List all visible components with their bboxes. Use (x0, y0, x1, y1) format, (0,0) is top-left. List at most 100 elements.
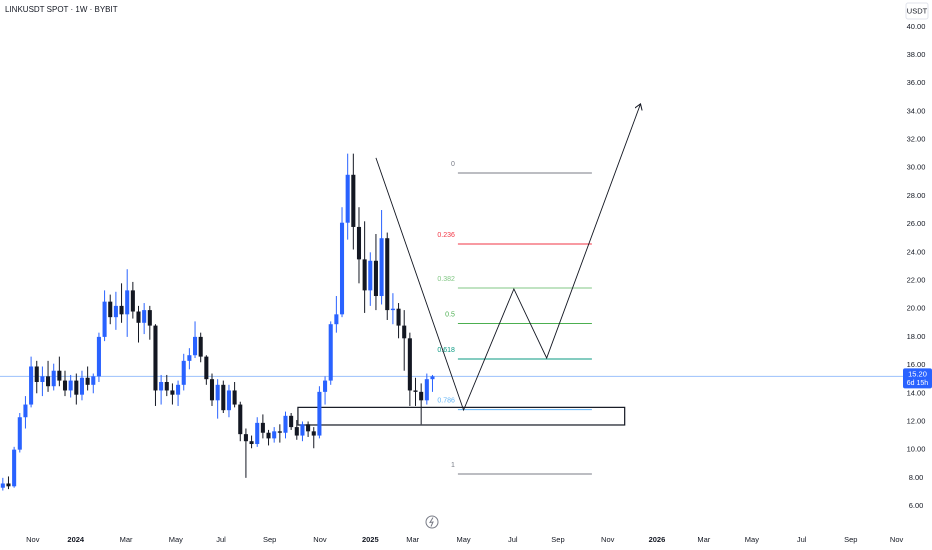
candle (6, 476, 11, 490)
x-tick-label: Jul (508, 535, 518, 544)
candle (402, 310, 407, 371)
candle-body (419, 391, 424, 401)
x-tick-label: Jul (797, 535, 807, 544)
candle-body (260, 422, 265, 433)
countdown-label: 6d 15h (907, 380, 929, 387)
candle-body (306, 424, 311, 432)
x-tick-label: May (169, 535, 183, 544)
candle-body (17, 417, 22, 450)
candle (277, 424, 282, 443)
fib-level-label: 0.382 (437, 276, 455, 283)
candle (294, 420, 299, 440)
candle-body (102, 301, 107, 337)
candle-body (368, 260, 373, 291)
candle (164, 374, 169, 397)
candle (300, 421, 305, 442)
candle (379, 210, 384, 305)
candle (40, 366, 45, 397)
candle (136, 305, 141, 343)
fib-level-label: 0.618 (437, 347, 455, 354)
candle (226, 384, 231, 418)
fib-level-label: 0.236 (437, 232, 455, 239)
candle (181, 353, 186, 391)
fib-level-label: 0.5 (445, 311, 455, 318)
candle-body (130, 290, 135, 312)
candle (368, 252, 373, 306)
candle-body (12, 449, 17, 487)
candle (147, 305, 152, 340)
candle-body (136, 311, 141, 323)
candle-body (0, 483, 5, 488)
candle-body (266, 432, 271, 439)
candle-body (79, 377, 85, 395)
x-tick-label: Mar (697, 535, 710, 544)
candle-body (51, 370, 56, 387)
candle (79, 370, 85, 401)
candle (51, 363, 56, 391)
replay-icon[interactable] (425, 515, 439, 529)
x-tick-label: May (745, 535, 759, 544)
candle-body (379, 238, 384, 297)
candle (74, 373, 79, 405)
candle-body (373, 260, 378, 297)
currency-box[interactable] (905, 2, 929, 20)
candle-body (255, 422, 260, 445)
candle (68, 374, 73, 398)
last-price-box (903, 368, 932, 389)
y-tick-label: 28.00 (907, 191, 926, 200)
y-tick-label: 32.00 (907, 135, 926, 144)
candle-body (119, 305, 124, 315)
candle-body (402, 325, 407, 339)
candle (102, 290, 107, 342)
candle-body (243, 434, 248, 442)
chart-title: LINKUSDT SPOT · 1W · BYBIT (5, 5, 118, 14)
candle (193, 321, 198, 359)
candle-body (424, 379, 429, 401)
candle-body (209, 379, 215, 401)
candle-body (125, 290, 130, 315)
candle-body (289, 415, 294, 428)
candle-body (62, 380, 68, 391)
candle (108, 294, 113, 325)
y-tick-label: 34.00 (907, 106, 926, 115)
candle (153, 324, 158, 406)
candle (12, 446, 17, 488)
x-tick-label: Nov (313, 535, 327, 544)
candle (390, 293, 395, 325)
candle (119, 283, 124, 323)
x-tick-label: May (456, 535, 470, 544)
candle-body (232, 390, 237, 405)
y-tick-label: 10.00 (907, 445, 926, 454)
candle (23, 396, 28, 429)
candle-body (351, 174, 356, 227)
candle-body (413, 390, 418, 392)
candle (430, 374, 435, 392)
candle (130, 281, 135, 319)
candle-body (430, 376, 435, 380)
y-tick-label: 14.00 (907, 388, 926, 397)
candle-body (46, 376, 51, 387)
y-tick-label: 22.00 (907, 275, 926, 284)
candle (46, 360, 51, 392)
candle-body (323, 380, 328, 392)
candle-body (345, 174, 350, 223)
candle-body (74, 380, 79, 395)
candle-body (294, 427, 299, 436)
candle-body (339, 222, 345, 315)
candle-body (108, 301, 113, 318)
candle (306, 421, 311, 437)
candle (266, 429, 271, 446)
candle-body (396, 308, 401, 326)
candle-body (356, 226, 362, 260)
candle (62, 370, 68, 397)
fib-level-label: 0 (451, 161, 455, 168)
y-tick-label: 8.00 (909, 473, 924, 482)
candle-body (198, 336, 203, 357)
candle (91, 373, 96, 394)
x-tick-label: Sep (551, 535, 564, 544)
candle-body (85, 377, 90, 385)
candle-body (91, 376, 96, 385)
last-price-label: 15.20 (908, 369, 927, 378)
